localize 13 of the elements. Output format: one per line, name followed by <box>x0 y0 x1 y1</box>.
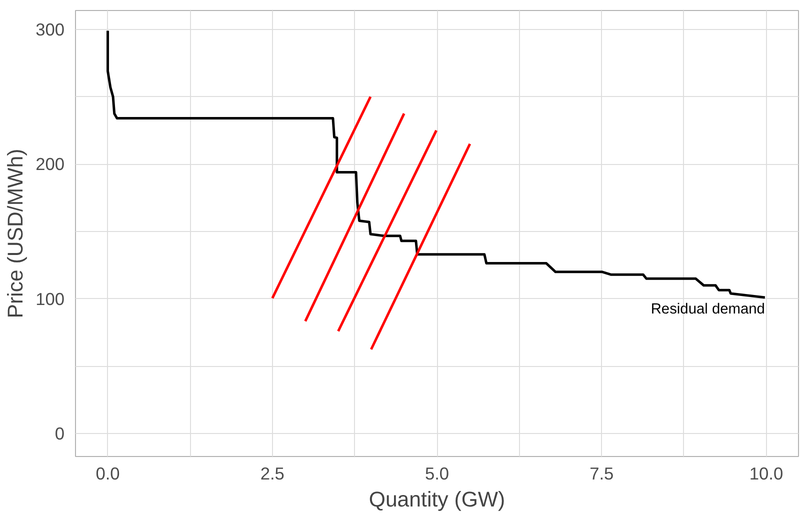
line-series <box>106 29 766 299</box>
x-axis-title: Quantity (GW) <box>368 488 506 512</box>
y-axis-title: Price (USD/MWh) <box>4 148 28 318</box>
x-tick-label: 7.5 <box>590 464 614 484</box>
y-tick-label: 300 <box>36 19 65 40</box>
x-tick-label: 5.0 <box>424 464 450 484</box>
annotation: Residual demand <box>650 302 765 318</box>
y-tick-label: 200 <box>36 154 65 174</box>
x-tick-label: 10.0 <box>749 464 784 484</box>
x-tick-label: 0.0 <box>96 464 120 484</box>
y-tick-label: 100 <box>36 288 65 309</box>
x-tick-label: 2.5 <box>260 464 284 484</box>
y-tick-label: 0 <box>54 424 65 444</box>
